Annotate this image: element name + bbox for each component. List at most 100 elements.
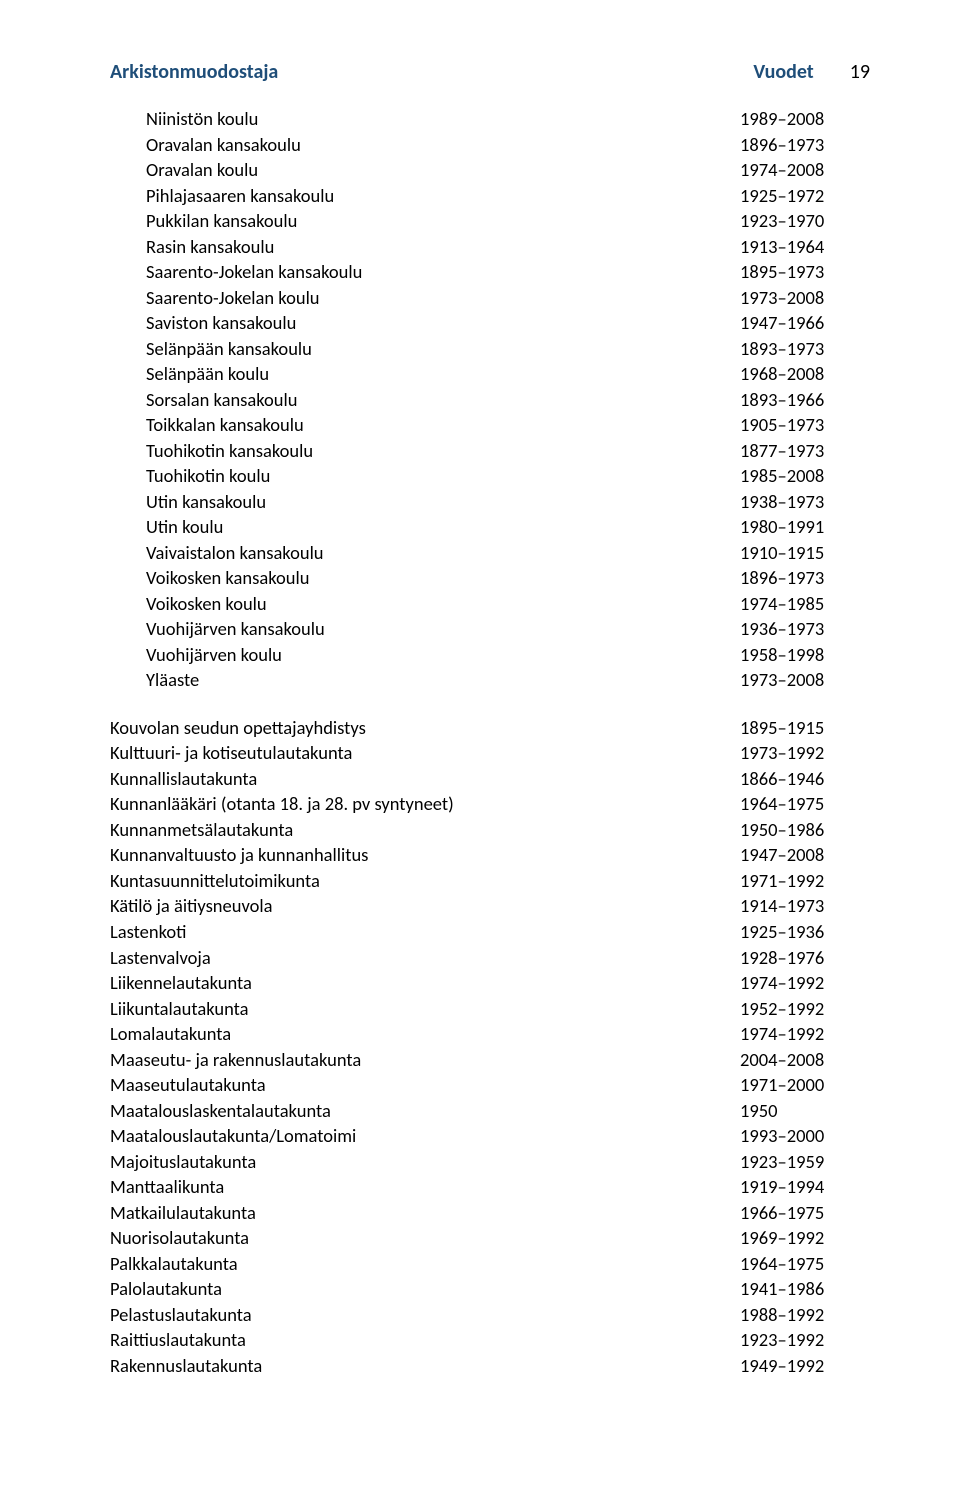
list-row: Oravalan kansakoulu1896–1973 bbox=[110, 132, 870, 158]
list-row: Palolautakunta1941–1986 bbox=[110, 1276, 870, 1302]
row-label: Maaseutulautakunta bbox=[110, 1072, 740, 1098]
list-row: Utin koulu1980–1991 bbox=[110, 514, 870, 540]
row-label: Toikkalan kansakoulu bbox=[110, 412, 740, 438]
row-label: Palolautakunta bbox=[110, 1276, 740, 1302]
header-left: Arkistonmuodostaja bbox=[110, 60, 278, 84]
list-row: Maatalouslaskentalautakunta1950 bbox=[110, 1098, 870, 1124]
row-years: 1988–1992 bbox=[740, 1302, 870, 1328]
row-years: 1989–2008 bbox=[740, 106, 870, 132]
row-years: 1968–2008 bbox=[740, 361, 870, 387]
row-label: Tuohikotin kansakoulu bbox=[110, 438, 740, 464]
row-years: 1971–2000 bbox=[740, 1072, 870, 1098]
list-row: Kuntasuunnittelutoimikunta1971–1992 bbox=[110, 868, 870, 894]
row-years: 1966–1975 bbox=[740, 1200, 870, 1226]
list-row: Rakennuslautakunta1949–1992 bbox=[110, 1353, 870, 1379]
list-row: Niinistön koulu1989–2008 bbox=[110, 106, 870, 132]
row-label: Tuohikotin koulu bbox=[110, 463, 740, 489]
row-years: 1974–1992 bbox=[740, 1021, 870, 1047]
row-years: 1971–1992 bbox=[740, 868, 870, 894]
list-row: Kunnallislautakunta1866–1946 bbox=[110, 766, 870, 792]
list-row: Matkailulautakunta1966–1975 bbox=[110, 1200, 870, 1226]
list-row: Lastenvalvoja1928–1976 bbox=[110, 945, 870, 971]
row-years: 1919–1994 bbox=[740, 1174, 870, 1200]
row-label: Rakennuslautakunta bbox=[110, 1353, 740, 1379]
row-label: Raittiuslautakunta bbox=[110, 1327, 740, 1353]
list-row: Voikosken koulu1974–1985 bbox=[110, 591, 870, 617]
row-label: Pihlajasaaren kansakoulu bbox=[110, 183, 740, 209]
row-years: 1964–1975 bbox=[740, 1251, 870, 1277]
row-label: Vuohijärven koulu bbox=[110, 642, 740, 668]
row-years: 1938–1973 bbox=[740, 489, 870, 515]
list-row: Lomalautakunta1974–1992 bbox=[110, 1021, 870, 1047]
row-label: Rasin kansakoulu bbox=[110, 234, 740, 260]
row-label: Lomalautakunta bbox=[110, 1021, 740, 1047]
row-label: Vaivaistalon kansakoulu bbox=[110, 540, 740, 566]
row-label: Palkkalautakunta bbox=[110, 1251, 740, 1277]
row-label: Selänpään koulu bbox=[110, 361, 740, 387]
row-label: Kunnanvaltuusto ja kunnanhallitus bbox=[110, 842, 740, 868]
row-years: 1910–1915 bbox=[740, 540, 870, 566]
list-row: Palkkalautakunta1964–1975 bbox=[110, 1251, 870, 1277]
row-years: 1949–1992 bbox=[740, 1353, 870, 1379]
list-row: Utin kansakoulu1938–1973 bbox=[110, 489, 870, 515]
list-row: Pihlajasaaren kansakoulu1925–1972 bbox=[110, 183, 870, 209]
list-row: Vuohijärven koulu1958–1998 bbox=[110, 642, 870, 668]
row-years: 1964–1975 bbox=[740, 791, 870, 817]
row-label: Niinistön koulu bbox=[110, 106, 740, 132]
row-years: 1925–1936 bbox=[740, 919, 870, 945]
page-header: Arkistonmuodostaja Vuodet 19 bbox=[110, 60, 870, 84]
row-label: Voikosken kansakoulu bbox=[110, 565, 740, 591]
list-row: Saarento-Jokelan koulu1973–2008 bbox=[110, 285, 870, 311]
row-label: Oravalan koulu bbox=[110, 157, 740, 183]
list-row: Selänpään kansakoulu1893–1973 bbox=[110, 336, 870, 362]
row-label: Kunnanlääkäri (otanta 18. ja 28. pv synt… bbox=[110, 791, 740, 817]
list-row: Kunnanvaltuusto ja kunnanhallitus1947–20… bbox=[110, 842, 870, 868]
row-label: Matkailulautakunta bbox=[110, 1200, 740, 1226]
list-row: Pelastuslautakunta1988–1992 bbox=[110, 1302, 870, 1328]
row-years: 1974–1985 bbox=[740, 591, 870, 617]
row-years: 1969–1992 bbox=[740, 1225, 870, 1251]
list-row: Nuorisolautakunta1969–1992 bbox=[110, 1225, 870, 1251]
row-label: Utin kansakoulu bbox=[110, 489, 740, 515]
row-years: 1893–1966 bbox=[740, 387, 870, 413]
row-years: 1974–2008 bbox=[740, 157, 870, 183]
row-years: 1980–1991 bbox=[740, 514, 870, 540]
list-row: Manttaalikunta1919–1994 bbox=[110, 1174, 870, 1200]
list-row: Kunnanlääkäri (otanta 18. ja 28. pv synt… bbox=[110, 791, 870, 817]
row-label: Saarento-Jokelan koulu bbox=[110, 285, 740, 311]
row-years: 1993–2000 bbox=[740, 1123, 870, 1149]
list-row: Raittiuslautakunta1923–1992 bbox=[110, 1327, 870, 1353]
row-years: 1913–1964 bbox=[740, 234, 870, 260]
indented-list: Niinistön koulu1989–2008Oravalan kansako… bbox=[110, 106, 870, 693]
list-row: Maatalouslautakunta/Lomatoimi1993–2000 bbox=[110, 1123, 870, 1149]
row-years: 1925–1972 bbox=[740, 183, 870, 209]
row-years: 2004–2008 bbox=[740, 1047, 870, 1073]
row-years: 1905–1973 bbox=[740, 412, 870, 438]
row-years: 1973–2008 bbox=[740, 285, 870, 311]
list-row: Kulttuuri- ja kotiseutulautakunta1973–19… bbox=[110, 740, 870, 766]
page-number: 19 bbox=[850, 60, 870, 84]
list-row: Liikuntalautakunta1952–1992 bbox=[110, 996, 870, 1022]
row-label: Manttaalikunta bbox=[110, 1174, 740, 1200]
row-label: Saarento-Jokelan kansakoulu bbox=[110, 259, 740, 285]
row-years: 1958–1998 bbox=[740, 642, 870, 668]
row-label: Liikuntalautakunta bbox=[110, 996, 740, 1022]
row-label: Kulttuuri- ja kotiseutulautakunta bbox=[110, 740, 740, 766]
row-years: 1947–1966 bbox=[740, 310, 870, 336]
row-years: 1923–1992 bbox=[740, 1327, 870, 1353]
row-label: Nuorisolautakunta bbox=[110, 1225, 740, 1251]
row-years: 1896–1973 bbox=[740, 565, 870, 591]
list-row: Kunnanmetsälautakunta1950–1986 bbox=[110, 817, 870, 843]
row-years: 1936–1973 bbox=[740, 616, 870, 642]
row-years: 1974–1992 bbox=[740, 970, 870, 996]
list-row: Kouvolan seudun opettajayhdistys1895–191… bbox=[110, 715, 870, 741]
list-row: Tuohikotin kansakoulu1877–1973 bbox=[110, 438, 870, 464]
row-years: 1947–2008 bbox=[740, 842, 870, 868]
list-row: Yläaste1973–2008 bbox=[110, 667, 870, 693]
row-label: Maaseutu- ja rakennuslautakunta bbox=[110, 1047, 740, 1073]
row-years: 1985–2008 bbox=[740, 463, 870, 489]
list-row: Pukkilan kansakoulu1923–1970 bbox=[110, 208, 870, 234]
row-label: Kouvolan seudun opettajayhdistys bbox=[110, 715, 740, 741]
list-row: Selänpään koulu1968–2008 bbox=[110, 361, 870, 387]
row-years: 1895–1915 bbox=[740, 715, 870, 741]
